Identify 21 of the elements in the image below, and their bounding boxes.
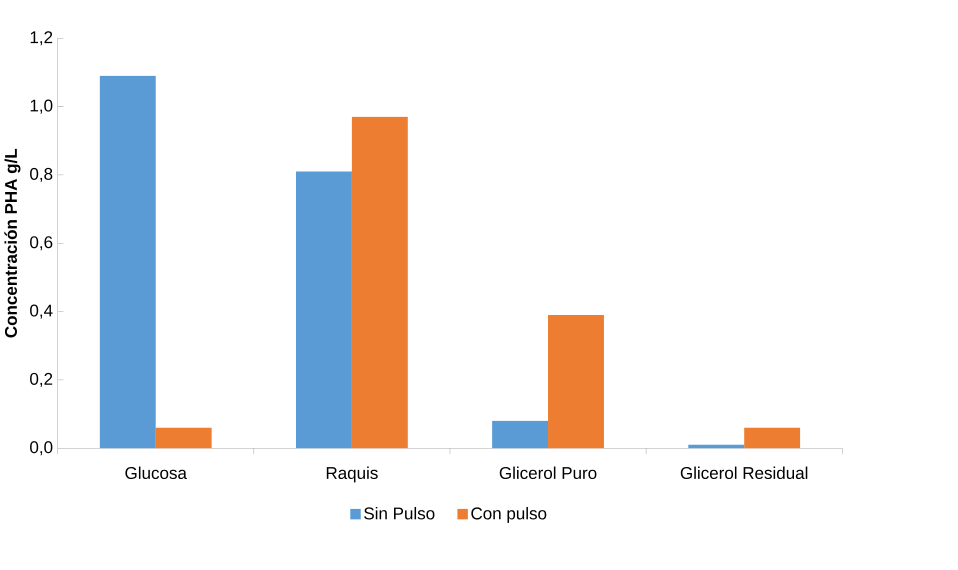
bar — [100, 76, 156, 448]
y-tick-label: 0,6 — [30, 236, 52, 250]
bar — [352, 116, 408, 448]
y-tick-label: 1,0 — [30, 100, 52, 114]
y-tick-label: 0,4 — [30, 304, 53, 319]
bar — [296, 172, 352, 448]
y-tick-label: 1,2 — [30, 31, 52, 46]
x-tick-label: Glicerol Residual — [680, 466, 808, 480]
bar — [744, 428, 800, 448]
y-tick-label: 0,8 — [30, 168, 52, 182]
bar — [492, 420, 548, 448]
y-tick-label: 0,0 — [30, 441, 52, 456]
legend-label: Con pulso — [471, 507, 546, 523]
x-tick-label: Glucosa — [125, 466, 187, 480]
x-tick-label: Raquis — [326, 466, 378, 482]
y-axis-title: Concentración PHA g/L — [4, 148, 20, 338]
bar — [156, 428, 212, 448]
bar — [548, 315, 604, 448]
x-tick-label: Glicerol Puro — [500, 466, 596, 480]
legend-label: Sin Pulso — [364, 507, 434, 520]
y-tick-label: 0,2 — [30, 372, 52, 387]
